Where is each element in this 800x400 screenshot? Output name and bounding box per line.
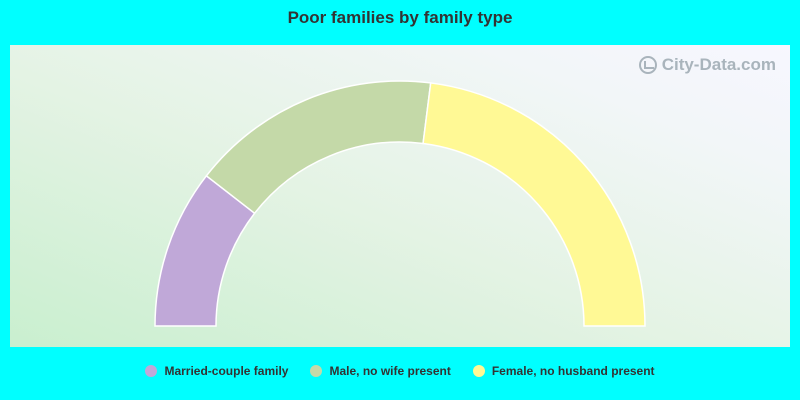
legend-item: Married-couple family <box>145 364 288 378</box>
donut-segment <box>205 80 432 215</box>
chart-circle-icon <box>638 56 657 74</box>
chart-title: Poor families by family type <box>287 8 513 27</box>
legend: Married-couple family Male, no wife prese… <box>0 364 800 378</box>
legend-label: Male, no wife present <box>329 364 451 378</box>
legend-item: Male, no wife present <box>310 364 451 378</box>
legend-swatch <box>310 365 323 377</box>
watermark: City-Data.com <box>638 55 776 75</box>
legend-label: Married-couple family <box>164 364 289 378</box>
legend-swatch <box>145 365 158 377</box>
donut-segment <box>422 82 646 327</box>
watermark-text: City-Data.com <box>661 55 776 74</box>
legend-item: Female, no husband present <box>472 364 655 378</box>
legend-swatch <box>472 365 485 377</box>
legend-label: Female, no husband present <box>491 364 655 378</box>
